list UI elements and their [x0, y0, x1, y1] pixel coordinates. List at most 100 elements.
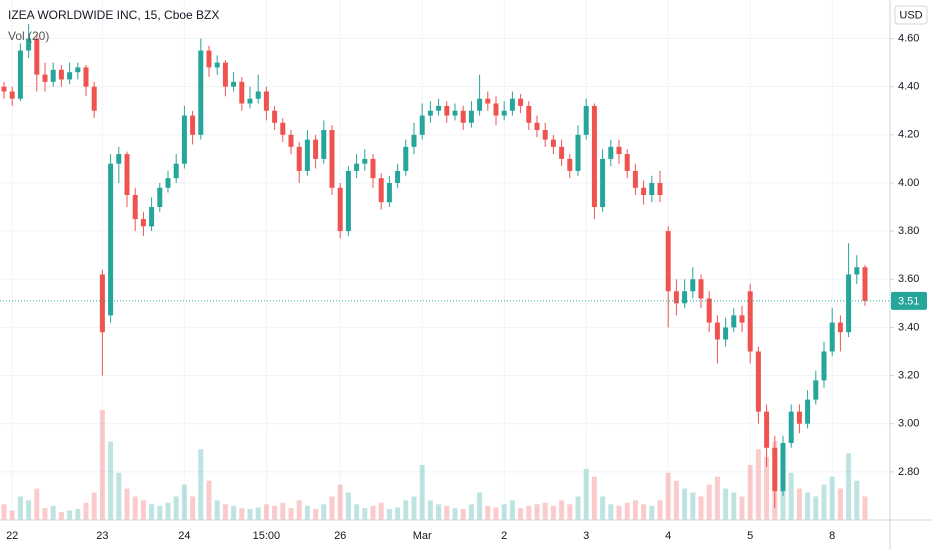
volume-bar — [813, 496, 819, 520]
volume-bar — [132, 496, 138, 520]
candles — [1, 24, 868, 508]
volume-bar — [91, 492, 97, 520]
candle-body — [419, 115, 425, 135]
candle-body — [149, 207, 155, 227]
candle-body — [17, 50, 23, 99]
candle-body — [772, 447, 778, 492]
candle-body — [641, 187, 647, 195]
volume-bar — [477, 492, 483, 520]
candle-body — [821, 351, 827, 381]
candle-body — [764, 411, 770, 448]
volume-bar — [567, 504, 573, 520]
volume-bar — [468, 504, 474, 520]
candle-body — [837, 322, 843, 333]
volume-bar — [608, 504, 614, 520]
volume-bar — [526, 505, 532, 520]
volume-bar — [67, 510, 73, 520]
y-tick-label: 4.60 — [898, 32, 919, 44]
candle-body — [26, 38, 32, 51]
volume-bar — [198, 449, 204, 520]
x-tick-label: 2 — [501, 530, 507, 542]
volume-bar — [559, 500, 565, 520]
x-tick-label: 3 — [583, 530, 589, 542]
candle-body — [452, 110, 458, 116]
volume-bar — [26, 500, 32, 520]
volume-bar — [231, 505, 237, 520]
volume-bar — [706, 484, 712, 520]
candle-body — [682, 291, 688, 304]
candle-body — [190, 115, 196, 135]
candle-body — [665, 231, 671, 292]
volume-bar — [649, 505, 655, 520]
candle-body — [624, 154, 630, 171]
candle-body — [165, 178, 171, 188]
candle-body — [198, 50, 204, 135]
candle-body — [698, 279, 704, 299]
y-tick-label: 3.60 — [898, 273, 919, 285]
volume-bar — [140, 500, 146, 520]
candle-body — [116, 154, 122, 164]
candle-body — [600, 158, 606, 208]
volume-bar — [9, 510, 15, 520]
volume-bar — [222, 504, 228, 520]
volume-bar — [665, 472, 671, 520]
currency[interactable]: USD — [899, 9, 922, 21]
volume-bar — [206, 480, 212, 520]
candle-body — [395, 170, 401, 183]
candle-body — [526, 105, 532, 123]
volume-bar — [764, 457, 770, 520]
candle-body — [485, 98, 491, 104]
currency-box[interactable] — [894, 5, 928, 25]
candle-body — [468, 110, 474, 123]
volume-bar — [17, 496, 23, 520]
candle-body — [370, 158, 376, 179]
candle-body — [337, 187, 343, 232]
volume-bar — [805, 492, 811, 520]
volume-bar — [821, 484, 827, 520]
volume-bar — [657, 500, 663, 520]
volume-bar — [288, 508, 294, 520]
volume-bar — [747, 465, 753, 520]
candle-body — [862, 267, 868, 301]
volume-bar — [575, 496, 581, 520]
volume-bar — [501, 504, 507, 520]
x-tick-label: 26 — [334, 530, 346, 542]
candle-body — [518, 98, 524, 106]
candle-body — [780, 442, 786, 492]
candle-body — [731, 315, 737, 328]
volume-bar — [370, 505, 376, 520]
volume-bar — [436, 504, 442, 520]
volume-bar — [165, 502, 171, 520]
volume-bar — [378, 502, 384, 520]
x-tick-label: 24 — [178, 530, 190, 542]
candle-body — [559, 146, 565, 159]
volume-bar — [796, 488, 802, 520]
volume-bar — [34, 488, 40, 520]
candle-body — [58, 69, 64, 80]
x-tick-label: 5 — [747, 530, 753, 542]
candle-body — [739, 315, 745, 323]
candle-body — [91, 86, 97, 111]
candle-body — [206, 50, 212, 68]
volume-bar — [247, 509, 253, 520]
volume-bar — [296, 500, 302, 520]
x-tick-label: Mar — [413, 530, 432, 542]
volume-bar — [485, 505, 491, 520]
volume-bar — [395, 507, 401, 520]
candle-body — [649, 182, 655, 195]
volume-bar — [862, 496, 868, 520]
volume-bar — [624, 502, 630, 520]
volume-bar — [354, 504, 360, 520]
volume-bar — [50, 505, 56, 520]
volume-bar — [386, 509, 392, 520]
y-tick-label: 4.20 — [898, 129, 919, 141]
candle-body — [411, 134, 417, 147]
candle-body — [501, 110, 507, 116]
axes: 2.80 3.00 3.20 3.40 3.60 3.80 4.00 4.20 4.40 4.60… — [6, 32, 919, 541]
volume-bar — [304, 505, 310, 520]
candle-body — [796, 411, 802, 424]
y-tick-label: 4.00 — [898, 177, 919, 189]
y-tick-label: 4.40 — [898, 81, 919, 93]
